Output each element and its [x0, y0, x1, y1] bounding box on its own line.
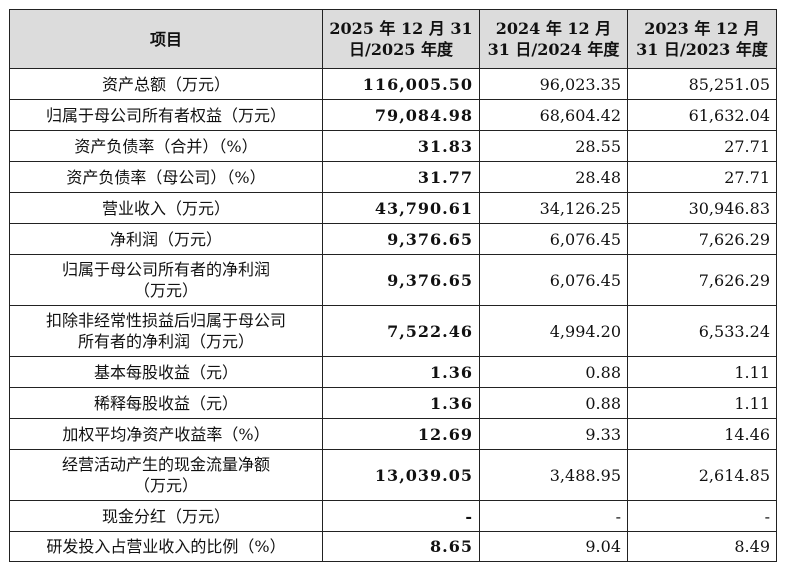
value-2024: 4,994.20 — [479, 305, 628, 357]
row-label: 稀释每股收益（元） — [9, 387, 323, 419]
row-label: 营业收入（万元） — [9, 192, 323, 224]
row-label: 研发投入占营业收入的比例（%） — [9, 531, 323, 562]
table-row: 现金分红（万元） - - - — [9, 500, 777, 532]
row-label: 经营活动产生的现金流量净额 （万元） — [9, 449, 323, 501]
header-2024: 2024 年 12 月 31 日/2024 年度 — [479, 9, 628, 69]
value-2024: 3,488.95 — [479, 449, 628, 501]
value-2024: 28.48 — [479, 161, 628, 193]
table-row: 稀释每股收益（元） 1.36 0.88 1.11 — [9, 387, 777, 419]
value-2025: 13,039.05 — [322, 449, 480, 501]
value-2025: 12.69 — [322, 418, 480, 450]
value-2024: 0.88 — [479, 387, 628, 419]
row-label: 加权平均净资产收益率（%） — [9, 418, 323, 450]
table-row: 基本每股收益（元） 1.36 0.88 1.11 — [9, 356, 777, 388]
header-item: 项目 — [9, 9, 323, 69]
value-2024: - — [479, 500, 628, 532]
value-2023: 1.11 — [627, 356, 777, 388]
table-row: 净利润（万元） 9,376.65 6,076.45 7,626.29 — [9, 223, 777, 255]
value-2024: 28.55 — [479, 130, 628, 162]
row-label: 现金分红（万元） — [9, 500, 323, 532]
row-label: 净利润（万元） — [9, 223, 323, 255]
row-label: 资产负债率（母公司）（%） — [9, 161, 323, 193]
value-2023: 7,626.29 — [627, 223, 777, 255]
header-2023: 2023 年 12 月 31 日/2023 年度 — [627, 9, 777, 69]
value-2023: - — [627, 500, 777, 532]
table-row: 加权平均净资产收益率（%） 12.69 9.33 14.46 — [9, 418, 777, 450]
table-row: 扣除非经常性损益后归属于母公司 所有者的净利润（万元） 7,522.46 4,9… — [9, 305, 777, 357]
value-2023: 1.11 — [627, 387, 777, 419]
table-row: 归属于母公司所有者的净利润 （万元） 9,376.65 6,076.45 7,6… — [9, 254, 777, 306]
value-2025: 9,376.65 — [322, 223, 480, 255]
value-2025: 1.36 — [322, 387, 480, 419]
row-label: 基本每股收益（元） — [9, 356, 323, 388]
value-2025: 79,084.98 — [322, 99, 480, 131]
table-row: 经营活动产生的现金流量净额 （万元） 13,039.05 3,488.95 2,… — [9, 449, 777, 501]
value-2024: 34,126.25 — [479, 192, 628, 224]
value-2025: 116,005.50 — [322, 68, 480, 100]
value-2025: 31.77 — [322, 161, 480, 193]
table-row: 归属于母公司所有者权益（万元） 79,084.98 68,604.42 61,6… — [9, 99, 777, 131]
row-label: 归属于母公司所有者的净利润 （万元） — [9, 254, 323, 306]
header-row: 项目 2025 年 12 月 31 日/2025 年度 2024 年 12 月 … — [9, 9, 777, 69]
table-row: 研发投入占营业收入的比例（%） 8.65 9.04 8.49 — [9, 531, 777, 562]
row-label: 归属于母公司所有者权益（万元） — [9, 99, 323, 131]
value-2023: 14.46 — [627, 418, 777, 450]
value-2023: 6,533.24 — [627, 305, 777, 357]
value-2025: 1.36 — [322, 356, 480, 388]
row-label: 资产总额（万元） — [9, 68, 323, 100]
value-2025: 8.65 — [322, 531, 480, 562]
value-2023: 7,626.29 — [627, 254, 777, 306]
value-2025: 7,522.46 — [322, 305, 480, 357]
financial-summary-table: 项目 2025 年 12 月 31 日/2025 年度 2024 年 12 月 … — [9, 9, 777, 562]
value-2023: 8.49 — [627, 531, 777, 562]
value-2024: 9.04 — [479, 531, 628, 562]
value-2023: 61,632.04 — [627, 99, 777, 131]
value-2023: 27.71 — [627, 130, 777, 162]
value-2025: 9,376.65 — [322, 254, 480, 306]
row-label: 资产负债率（合并）（%） — [9, 130, 323, 162]
header-2025: 2025 年 12 月 31 日/2025 年度 — [322, 9, 480, 69]
value-2023: 27.71 — [627, 161, 777, 193]
value-2025: 31.83 — [322, 130, 480, 162]
value-2024: 6,076.45 — [479, 223, 628, 255]
value-2023: 30,946.83 — [627, 192, 777, 224]
financial-table-container: 项目 2025 年 12 月 31 日/2025 年度 2024 年 12 月 … — [9, 9, 777, 562]
value-2024: 9.33 — [479, 418, 628, 450]
value-2025: - — [322, 500, 480, 532]
value-2024: 6,076.45 — [479, 254, 628, 306]
value-2024: 0.88 — [479, 356, 628, 388]
value-2023: 85,251.05 — [627, 68, 777, 100]
value-2025: 43,790.61 — [322, 192, 480, 224]
table-row: 营业收入（万元） 43,790.61 34,126.25 30,946.83 — [9, 192, 777, 224]
value-2023: 2,614.85 — [627, 449, 777, 501]
row-label: 扣除非经常性损益后归属于母公司 所有者的净利润（万元） — [9, 305, 323, 357]
table-row: 资产总额（万元） 116,005.50 96,023.35 85,251.05 — [9, 68, 777, 100]
value-2024: 96,023.35 — [479, 68, 628, 100]
value-2024: 68,604.42 — [479, 99, 628, 131]
table-row: 资产负债率（合并）（%） 31.83 28.55 27.71 — [9, 130, 777, 162]
table-row: 资产负债率（母公司）（%） 31.77 28.48 27.71 — [9, 161, 777, 193]
